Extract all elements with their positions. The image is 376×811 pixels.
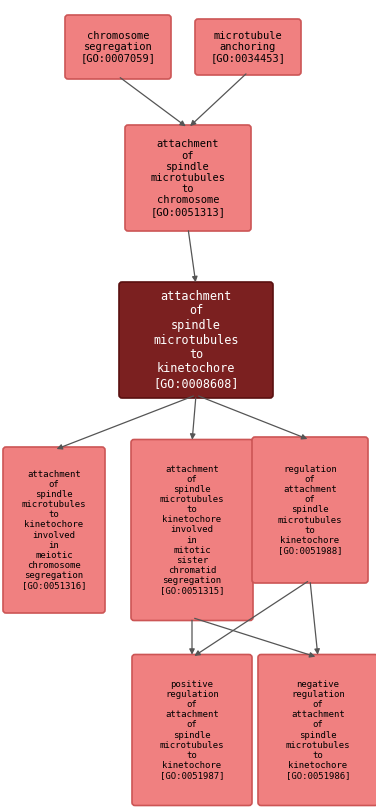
FancyBboxPatch shape xyxy=(119,282,273,398)
Text: negative
regulation
of
attachment
of
spindle
microtubules
to
kinetochore
[GO:005: negative regulation of attachment of spi… xyxy=(286,680,350,779)
Text: microtubule
anchoring
[GO:0034453]: microtubule anchoring [GO:0034453] xyxy=(211,31,285,63)
FancyBboxPatch shape xyxy=(131,440,253,620)
Text: attachment
of
spindle
microtubules
to
kinetochore
[GO:0008608]: attachment of spindle microtubules to ki… xyxy=(153,290,239,390)
FancyBboxPatch shape xyxy=(3,447,105,613)
FancyBboxPatch shape xyxy=(65,15,171,79)
Text: positive
regulation
of
attachment
of
spindle
microtubules
to
kinetochore
[GO:005: positive regulation of attachment of spi… xyxy=(160,680,224,779)
Text: chromosome
segregation
[GO:0007059]: chromosome segregation [GO:0007059] xyxy=(80,31,156,63)
Text: attachment
of
spindle
microtubules
to
chromosome
[GO:0051313]: attachment of spindle microtubules to ch… xyxy=(150,139,226,217)
Text: attachment
of
spindle
microtubules
to
kinetochore
involved
in
meiotic
chromosome: attachment of spindle microtubules to ki… xyxy=(22,470,86,590)
Text: attachment
of
spindle
microtubules
to
kinetochore
involved
in
mitotic
sister
chr: attachment of spindle microtubules to ki… xyxy=(160,466,224,594)
FancyBboxPatch shape xyxy=(252,437,368,583)
FancyBboxPatch shape xyxy=(132,654,252,805)
FancyBboxPatch shape xyxy=(125,125,251,231)
FancyBboxPatch shape xyxy=(195,19,301,75)
Text: regulation
of
attachment
of
spindle
microtubules
to
kinetochore
[GO:0051988]: regulation of attachment of spindle micr… xyxy=(278,466,342,555)
FancyBboxPatch shape xyxy=(258,654,376,805)
